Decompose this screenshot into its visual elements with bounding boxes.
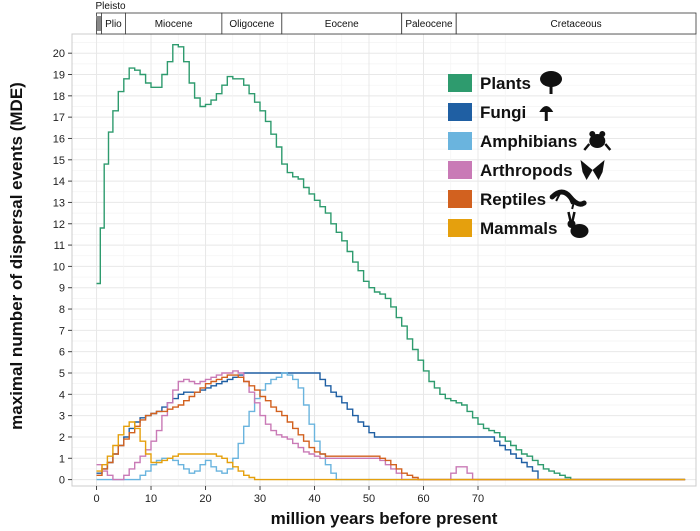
legend-swatch-plants xyxy=(448,74,472,92)
rabbit-icon xyxy=(570,224,589,238)
tree-trunk xyxy=(549,85,553,94)
y-tick-label: 8 xyxy=(59,304,65,316)
y-tick-label: 3 xyxy=(59,411,65,423)
x-axis: 0 10 20 30 40 50 60 70 xyxy=(93,486,484,505)
y-tick-label: 1 xyxy=(59,453,65,465)
epoch-label: Plio xyxy=(105,19,122,30)
epoch-label: Eocene xyxy=(325,19,359,30)
legend-label-reptiles: Reptiles xyxy=(480,190,546,209)
legend-label-arthropods: Arthropods xyxy=(480,161,573,180)
legend-swatch-arthropods xyxy=(448,161,472,179)
y-tick-label: 20 xyxy=(53,48,65,60)
legend-swatch-amphibians xyxy=(448,132,472,150)
epoch-bar: Pleisto Plio Miocene Oligocene Eocene Paleoce… xyxy=(95,1,697,35)
y-tick-label: 15 xyxy=(53,155,65,167)
x-tick-label: 40 xyxy=(308,493,320,505)
legend-label-amphibians: Amphibians xyxy=(480,132,577,151)
x-tick-label: 10 xyxy=(145,493,157,505)
grid-layer xyxy=(72,34,696,486)
legend-label-mammals: Mammals xyxy=(480,219,557,238)
epoch-label: Miocene xyxy=(155,19,193,30)
y-tick-label: 6 xyxy=(59,347,65,359)
y-tick-label: 12 xyxy=(53,219,65,231)
butterfly-wing xyxy=(592,160,605,180)
y-tick-label: 2 xyxy=(59,432,65,444)
frog-eye xyxy=(599,131,606,137)
series-line-plants xyxy=(96,44,686,481)
lizard-icon xyxy=(549,189,587,207)
series-layer xyxy=(96,44,686,481)
y-tick-label: 17 xyxy=(53,112,65,124)
epoch-label: Pleisto xyxy=(96,1,126,12)
x-tick-label: 0 xyxy=(93,493,99,505)
rabbit-head xyxy=(567,220,576,228)
y-axis-title: maximal number of dispersal events (MDE) xyxy=(7,82,26,430)
x-tick-label: 20 xyxy=(199,493,211,505)
legend-swatch-reptiles xyxy=(448,190,472,208)
frog-eye xyxy=(589,131,596,137)
legend: Plants Fungi Amphibians Arthropods Reptiles M… xyxy=(448,71,612,238)
y-tick-label: 11 xyxy=(54,240,65,252)
butterfly-icon xyxy=(580,160,593,180)
frog-icon xyxy=(589,134,606,148)
frog-legs xyxy=(583,143,612,151)
series-line-reptiles xyxy=(96,374,686,481)
series-line-arthropods xyxy=(96,370,686,481)
mushroom-stem xyxy=(544,112,548,121)
y-tick-label: 5 xyxy=(59,368,65,380)
epoch-label: Cretaceous xyxy=(551,19,602,30)
rabbit-ears xyxy=(567,211,576,222)
x-tick-label: 50 xyxy=(363,493,375,505)
x-tick-label: 70 xyxy=(472,493,484,505)
epoch-label: Paleocene xyxy=(405,19,453,30)
y-tick-label: 14 xyxy=(53,176,65,188)
legend-label-fungi: Fungi xyxy=(480,103,526,122)
series-line-mammals xyxy=(96,421,686,481)
x-tick-label: 30 xyxy=(254,493,266,505)
y-tick-label: 13 xyxy=(53,197,65,209)
y-tick-label: 16 xyxy=(53,133,65,145)
lizard-legs xyxy=(555,192,576,210)
human-icon xyxy=(95,16,102,31)
y-tick-label: 7 xyxy=(59,325,65,337)
y-tick-label: 0 xyxy=(59,475,65,487)
y-tick-label: 4 xyxy=(59,389,65,401)
plot-panel xyxy=(72,34,696,486)
epoch-label: Oligocene xyxy=(229,19,274,30)
series-line-amphibians xyxy=(96,372,686,481)
y-tick-label: 9 xyxy=(59,283,65,295)
tree-icon xyxy=(540,71,563,87)
epoch-cell xyxy=(455,12,697,35)
legend-swatch-fungi xyxy=(448,103,472,121)
legend-label-plants: Plants xyxy=(480,74,531,93)
y-tick-label: 10 xyxy=(53,261,65,273)
y-tick-label: 19 xyxy=(53,70,65,82)
x-tick-label: 60 xyxy=(417,493,429,505)
x-axis-title: million years before present xyxy=(271,509,498,528)
y-tick-label: 18 xyxy=(53,91,65,103)
mushroom-icon xyxy=(539,106,554,112)
legend-swatch-mammals xyxy=(448,219,472,237)
